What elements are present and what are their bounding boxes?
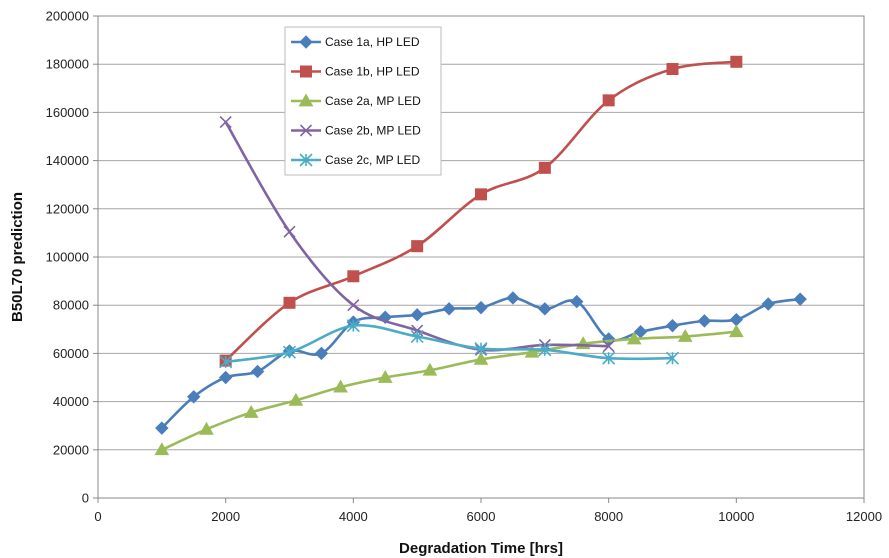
y-tick-label: 120000	[46, 201, 89, 216]
series-1	[155, 291, 807, 435]
data-point	[677, 329, 693, 342]
data-point	[506, 291, 520, 305]
data-point	[761, 297, 775, 311]
x-tick-label: 4000	[339, 509, 368, 524]
data-point	[219, 355, 233, 369]
legend-marker	[299, 124, 313, 137]
x-tick-label: 6000	[467, 509, 496, 524]
data-point	[282, 345, 297, 359]
legend: Case 1a, HP LED Case 1b, HP LED Case 2a, M…	[284, 26, 442, 176]
x-tick-label: 8000	[594, 509, 623, 524]
data-point	[314, 346, 329, 361]
legend-marker	[299, 153, 313, 167]
data-point	[473, 351, 489, 365]
data-point	[665, 318, 680, 333]
data-point	[155, 421, 169, 435]
data-point	[475, 188, 487, 201]
data-point	[538, 343, 552, 357]
legend-item: Case 1a, HP LED	[291, 35, 420, 49]
data-point	[199, 421, 214, 435]
data-point	[411, 324, 424, 337]
legend-label: Case 2a, MP LED	[325, 94, 421, 108]
legend-item: Case 2a, MP LED	[291, 93, 421, 108]
y-tick-label: 40000	[53, 394, 89, 409]
series-group	[154, 55, 807, 456]
data-point	[377, 369, 393, 383]
data-point	[410, 329, 424, 344]
data-point	[333, 379, 348, 393]
data-point	[218, 370, 233, 385]
data-point	[347, 299, 360, 312]
x-tick-label: 12000	[846, 509, 882, 524]
data-point	[666, 63, 679, 76]
x-tick-label: 2000	[211, 509, 240, 524]
series-line	[224, 323, 674, 364]
data-point	[697, 314, 712, 328]
legend-marker	[299, 35, 313, 49]
data-point	[346, 319, 360, 333]
data-point	[524, 344, 540, 358]
y-tick-label: 0	[82, 491, 89, 506]
x-tick-label: 0	[94, 509, 101, 524]
data-point	[474, 300, 488, 315]
data-point	[288, 392, 304, 406]
data-point	[442, 302, 456, 316]
legend-label: Case 2b, MP LED	[325, 124, 421, 138]
data-point	[347, 270, 360, 283]
data-point	[283, 225, 296, 238]
data-point	[793, 292, 807, 306]
y-tick-label: 160000	[46, 105, 89, 120]
data-point	[411, 240, 424, 253]
y-tick-label: 200000	[46, 9, 89, 24]
data-point	[626, 331, 642, 345]
legend-label: Case 1a, HP LED	[325, 35, 420, 49]
data-point	[730, 55, 743, 68]
x-axis-title: Degradation Time [hrs]	[399, 540, 563, 557]
data-point	[422, 362, 438, 376]
legend-item: Case 2b, MP LED	[291, 124, 421, 138]
y-tick-label: 140000	[46, 153, 89, 168]
data-point	[665, 351, 680, 365]
data-point	[219, 115, 232, 129]
data-point	[538, 302, 552, 316]
y-tick-label: 20000	[53, 442, 89, 457]
data-point	[283, 296, 296, 309]
data-point	[243, 404, 259, 418]
series-5	[219, 319, 680, 369]
x-tick-label: 10000	[718, 509, 754, 524]
y-axis-title: B50L70 prediction	[9, 192, 26, 322]
data-point	[187, 390, 201, 404]
y-tick-label: 100000	[46, 250, 89, 265]
data-point	[154, 442, 170, 456]
legend-marker	[300, 65, 312, 78]
data-point	[250, 364, 265, 379]
data-point	[410, 308, 424, 322]
y-tick-label: 80000	[53, 298, 89, 313]
data-point	[602, 340, 615, 353]
data-point	[728, 324, 744, 338]
legend-label: Case 2c, MP LED	[325, 153, 420, 167]
legend-item: Case 2c, MP LED	[291, 153, 420, 167]
data-point	[570, 294, 584, 309]
data-point	[602, 351, 616, 365]
gridlines	[98, 63, 864, 451]
y-tick-label: 60000	[53, 346, 89, 361]
y-tick-label: 180000	[46, 57, 89, 72]
data-point	[602, 94, 615, 107]
data-point	[474, 342, 488, 356]
legend-label: Case 1b, HP LED	[325, 65, 420, 79]
legend-item: Case 1b, HP LED	[291, 65, 420, 79]
y-axis-ticks: 0 20000 40000 60000 80000 100000 120000 140000 1…	[46, 9, 98, 506]
x-axis-ticks: 0 2000 4000 6000 8000 10000 12000	[94, 498, 882, 524]
data-point	[538, 161, 551, 174]
legend-marker	[298, 93, 314, 107]
